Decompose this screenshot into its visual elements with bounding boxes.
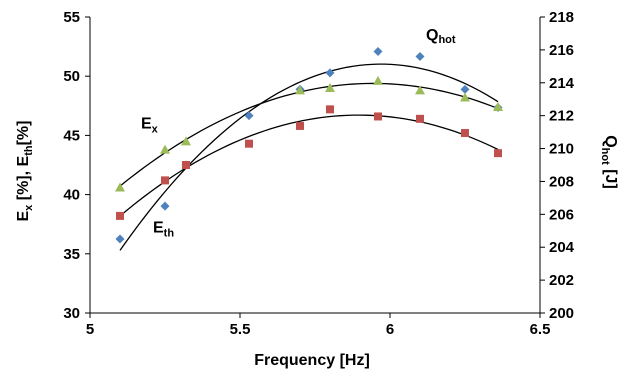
y-left-tick-label: 40 [63, 187, 80, 204]
y-left-tick-label: 30 [63, 305, 80, 322]
data-point-e-x [325, 83, 335, 93]
data-point-e-th [245, 139, 253, 148]
y-left-title-sub: th [23, 145, 35, 156]
axes [85, 16, 545, 318]
y-axis-right-title: Qhot [J] [599, 135, 619, 189]
y-right-tick-label: 206 [549, 206, 574, 223]
data-point-e-th [494, 149, 502, 158]
data-point-e-th [326, 105, 334, 114]
data-point-e-th [161, 176, 169, 185]
annotation-eth: Eth [153, 219, 174, 239]
data-point-e-th [116, 211, 124, 220]
y-right-title-part: [J] [602, 165, 619, 189]
data-point-e-x [295, 85, 305, 95]
data-point-q-hot [244, 111, 254, 121]
data-point-q-hot [373, 47, 383, 57]
y-right-title-sub: hot [599, 148, 611, 165]
annotation-main: E [153, 219, 164, 236]
data-point-e-th [461, 129, 469, 138]
annotation-qhot: Qhot [426, 27, 456, 46]
data-point-e-x [373, 75, 383, 85]
data-point-q-hot [325, 68, 335, 78]
y-right-tick-label: 216 [549, 42, 574, 59]
trendline-e-th [119, 114, 499, 217]
data-point-q-hot [160, 201, 170, 211]
data-point-q-hot [415, 51, 425, 61]
trendlines [119, 63, 499, 251]
x-tick-label: 6 [386, 321, 394, 338]
y-right-tick-label: 202 [549, 272, 574, 289]
data-point-q-hot [115, 234, 125, 244]
data-markers [115, 47, 503, 244]
trendline-q-hot [119, 63, 499, 251]
data-point-e-x [115, 182, 125, 192]
y-right-tick-label: 208 [549, 173, 574, 190]
y-left-tick-label: 45 [63, 127, 80, 144]
y-left-title-part: [%], E [15, 155, 32, 204]
data-point-e-x [415, 85, 425, 95]
annotation-sub: x [152, 123, 159, 135]
x-axis-title: Frequency [Hz] [254, 352, 370, 369]
y-left-title-sub: x [23, 204, 35, 211]
y-right-tick-label: 200 [549, 305, 574, 322]
trendline-e-x [119, 82, 499, 187]
tick-labels: 5 5.5 6 6.5 30 35 40 45 50 55 200 202 204 206 208 210 21… [63, 9, 574, 338]
data-point-e-x [181, 136, 191, 146]
y-left-title-part: E [15, 210, 32, 221]
data-point-e-th [374, 112, 382, 121]
annotation-main: Q [426, 27, 438, 44]
annotation-ex: Ex [141, 115, 159, 135]
data-point-e-th [416, 114, 424, 123]
annotation-sub: hot [438, 34, 455, 46]
data-point-e-x [160, 144, 170, 154]
data-point-e-x [460, 92, 470, 102]
y-left-tick-label: 50 [63, 68, 80, 85]
y-right-tick-label: 214 [549, 75, 575, 92]
y-left-tick-label: 35 [63, 246, 80, 263]
annotation-main: E [141, 115, 152, 132]
data-point-e-th [182, 161, 190, 169]
annotation-sub: th [164, 227, 175, 239]
y-right-tick-label: 204 [549, 239, 575, 256]
data-point-q-hot [460, 84, 470, 94]
data-point-e-th [296, 121, 304, 130]
x-tick-label: 6.5 [530, 321, 551, 338]
y-axis-left-title: Ex [%], Eth[%] [15, 121, 35, 222]
x-tick-label: 5 [86, 321, 94, 338]
y-right-tick-label: 210 [549, 141, 574, 158]
data-point-e-x [493, 101, 503, 111]
y-right-title-part: Q [602, 135, 619, 147]
y-right-tick-label: 218 [549, 9, 574, 26]
y-right-tick-label: 212 [549, 108, 574, 125]
y-left-title-part: [%] [15, 121, 32, 146]
y-left-tick-label: 55 [63, 9, 80, 26]
x-tick-label: 5.5 [230, 321, 251, 338]
